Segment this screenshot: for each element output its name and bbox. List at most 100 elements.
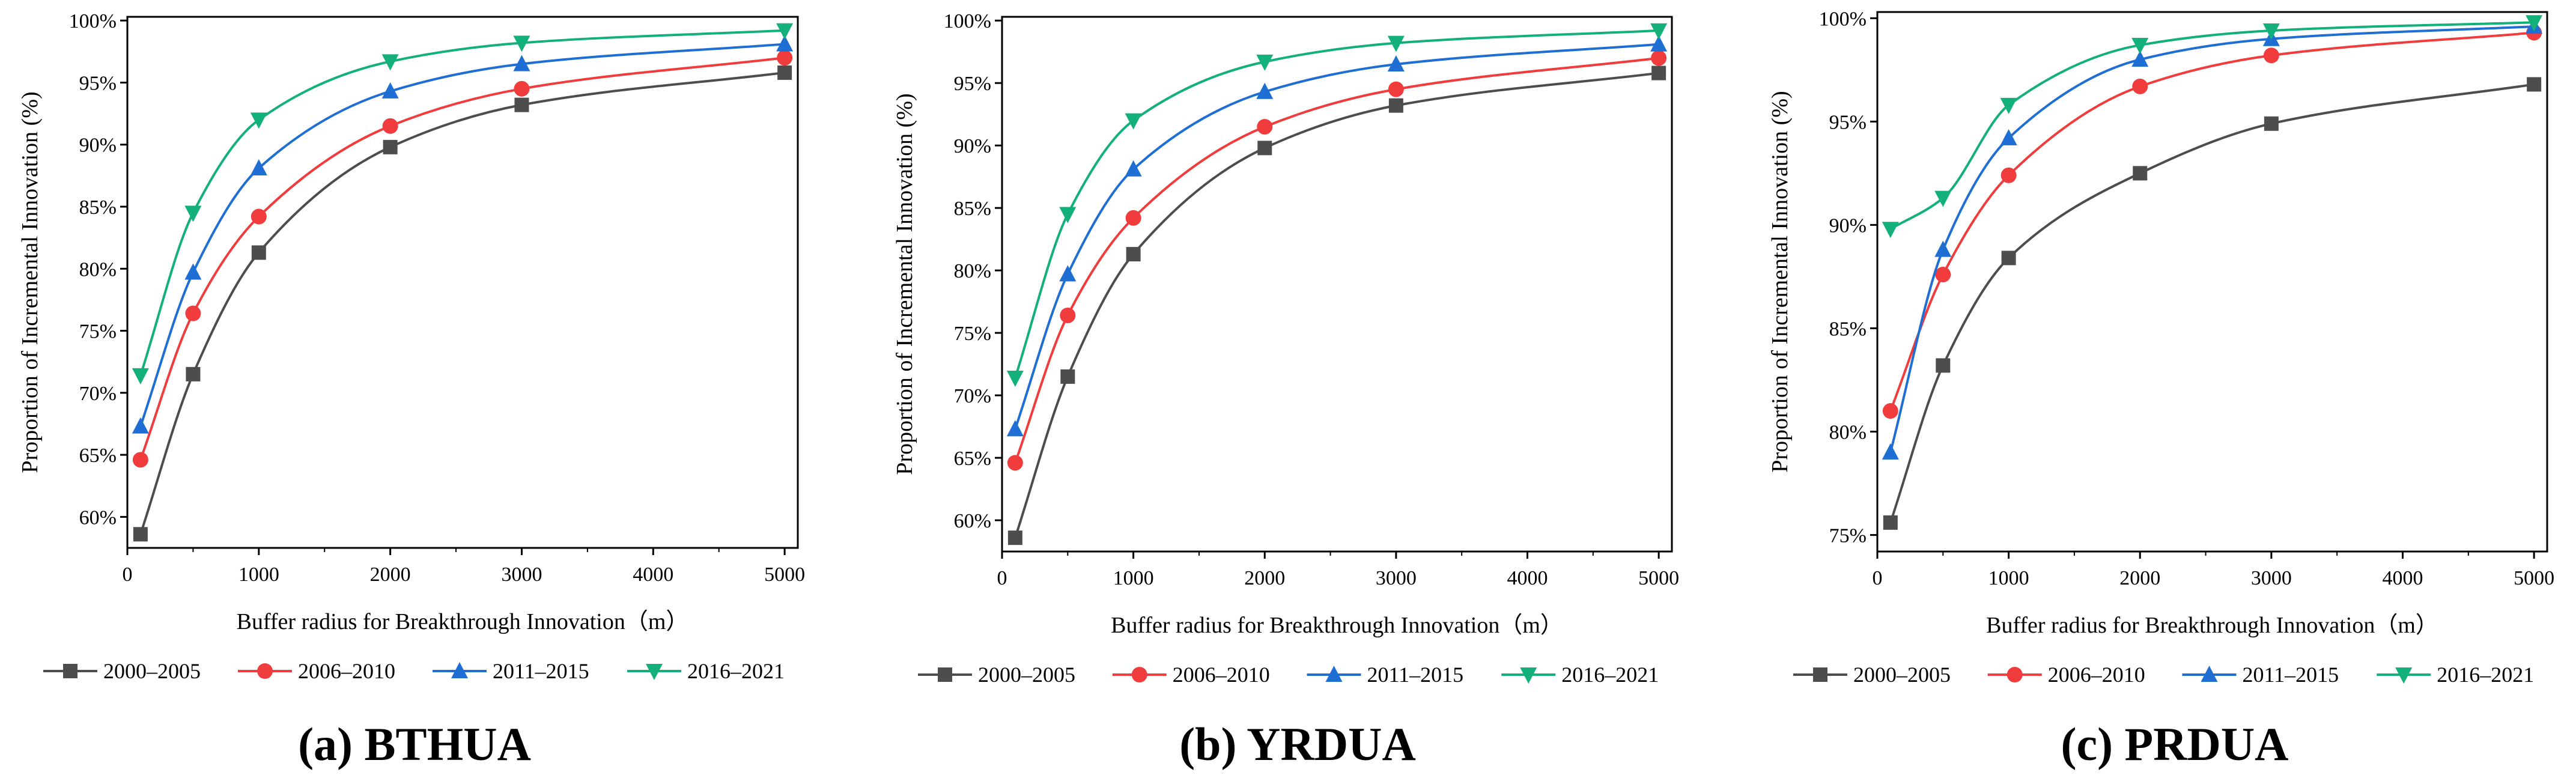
data-point xyxy=(1882,403,1898,419)
x-tick-label: 5000 xyxy=(2514,567,2554,589)
legend: 2000–2005 2006–2010 2011–2015 2016–2021 xyxy=(43,659,785,683)
data-point xyxy=(1934,240,1952,257)
series-line-1 xyxy=(1889,83,2535,523)
chart-panel-3: 0 1000 2000 3000 4000 5000 75% 80% 85% 90% 95% 100%… xyxy=(1767,8,2554,770)
data-point xyxy=(250,159,267,175)
data-point xyxy=(1257,118,1273,135)
data-point xyxy=(2131,38,2149,55)
data-point xyxy=(2264,116,2279,131)
legend: 2000–2005 2006–2010 2011–2015 2016–2021 xyxy=(1793,663,2534,687)
data-point xyxy=(132,452,148,468)
y-tick-label: 75% xyxy=(79,321,117,343)
legend-label: 2011–2015 xyxy=(1367,663,1464,687)
x-tick-label: 4000 xyxy=(1507,567,1548,589)
data-point xyxy=(1650,35,1668,52)
series-line-4 xyxy=(139,29,785,376)
data-point xyxy=(2262,23,2280,40)
data-point xyxy=(1882,222,1899,239)
y-tick-label: 85% xyxy=(954,198,991,220)
series-line-4 xyxy=(1013,29,1659,378)
data-point xyxy=(186,366,201,381)
data-point xyxy=(1387,55,1405,72)
data-point xyxy=(1125,210,1141,226)
series-line-4 xyxy=(1889,21,2535,230)
chart-panel-1: 0 1000 2000 3000 4000 5000 60% 65% 70% 75% 80% 85% 9… xyxy=(17,10,805,770)
data-point xyxy=(1126,247,1141,262)
data-point xyxy=(1388,81,1404,97)
y-tick-label: 80% xyxy=(1829,421,1867,443)
series-line-2 xyxy=(1013,56,1659,464)
legend-label: 2000–2005 xyxy=(978,663,1075,687)
legend-marker xyxy=(1813,667,1827,682)
y-tick-label: 100% xyxy=(1819,8,1867,30)
data-point xyxy=(1060,307,1076,323)
legend-label: 2016–2021 xyxy=(687,659,785,683)
x-tick-label: 1000 xyxy=(1988,567,2029,589)
x-axis-label: Buffer radius for Breakthrough Innovatio… xyxy=(1111,613,1563,638)
x-tick-label: 5000 xyxy=(1638,567,1679,589)
x-tick-label: 5000 xyxy=(764,564,805,586)
y-tick-label: 90% xyxy=(954,135,991,157)
data-point xyxy=(777,50,793,66)
data-point xyxy=(184,263,202,280)
y-tick-label: 70% xyxy=(79,383,117,405)
data-point xyxy=(776,35,794,52)
x-tick-label: 3000 xyxy=(1376,567,1417,589)
x-tick-label: 4000 xyxy=(633,564,673,586)
data-point xyxy=(2131,50,2149,67)
x-tick-label: 3000 xyxy=(501,564,542,586)
series-line-1 xyxy=(139,71,785,535)
legend-marker xyxy=(2006,667,2023,682)
legend-marker xyxy=(2395,667,2413,684)
data-point xyxy=(1935,266,1951,282)
y-axis-label: Proportion of Incremental Innovation (%) xyxy=(1767,91,1793,472)
x-axis-label: Buffer radius for Breakthrough Innovatio… xyxy=(1986,613,2438,638)
x-tick-label: 2000 xyxy=(370,564,411,586)
y-tick-label: 85% xyxy=(1829,318,1867,340)
legend-marker xyxy=(1131,667,1147,682)
x-tick-label: 3000 xyxy=(2251,567,2292,589)
data-point xyxy=(381,54,399,71)
data-point xyxy=(2526,15,2543,32)
series-line-3 xyxy=(1889,25,2535,453)
data-point xyxy=(184,205,202,222)
data-point xyxy=(1256,82,1274,99)
data-point xyxy=(250,112,267,129)
legend-marker xyxy=(2201,666,2218,682)
data-point xyxy=(777,65,792,80)
y-axis-label: Proportion of Incremental Innovation (%) xyxy=(17,91,43,473)
data-point xyxy=(2263,47,2279,64)
data-point xyxy=(514,97,529,112)
data-point xyxy=(1651,65,1666,81)
data-point xyxy=(1007,530,1022,546)
data-point xyxy=(2000,129,2017,145)
panel-caption: (b) YRDUA xyxy=(1179,718,1416,770)
data-point xyxy=(1007,455,1023,471)
legend-marker xyxy=(646,664,663,680)
legend-marker xyxy=(257,663,273,679)
y-tick-label: 65% xyxy=(79,445,117,467)
data-point xyxy=(133,527,148,542)
data-point xyxy=(383,139,398,154)
x-tick-label: 2000 xyxy=(1244,567,1285,589)
data-point xyxy=(1059,265,1077,282)
data-point xyxy=(1125,160,1142,177)
y-tick-label: 90% xyxy=(79,135,117,157)
data-point xyxy=(185,305,201,321)
data-point xyxy=(1387,35,1405,52)
panel-caption: (a) BTHUA xyxy=(298,718,531,770)
data-point xyxy=(2527,77,2542,92)
data-point xyxy=(776,23,794,40)
legend-label: 2006–2010 xyxy=(298,659,395,683)
data-point xyxy=(1006,420,1024,437)
y-tick-label: 80% xyxy=(954,260,991,282)
data-point xyxy=(2133,166,2148,181)
y-axis-label: Proportion of Incremental Innovation (%) xyxy=(892,93,917,475)
data-point xyxy=(513,55,530,71)
data-point xyxy=(1650,23,1668,40)
plot-frame xyxy=(126,16,799,549)
y-tick-label: 70% xyxy=(954,385,991,407)
plot-frame xyxy=(1876,11,2548,553)
series-line-2 xyxy=(1889,31,2535,412)
